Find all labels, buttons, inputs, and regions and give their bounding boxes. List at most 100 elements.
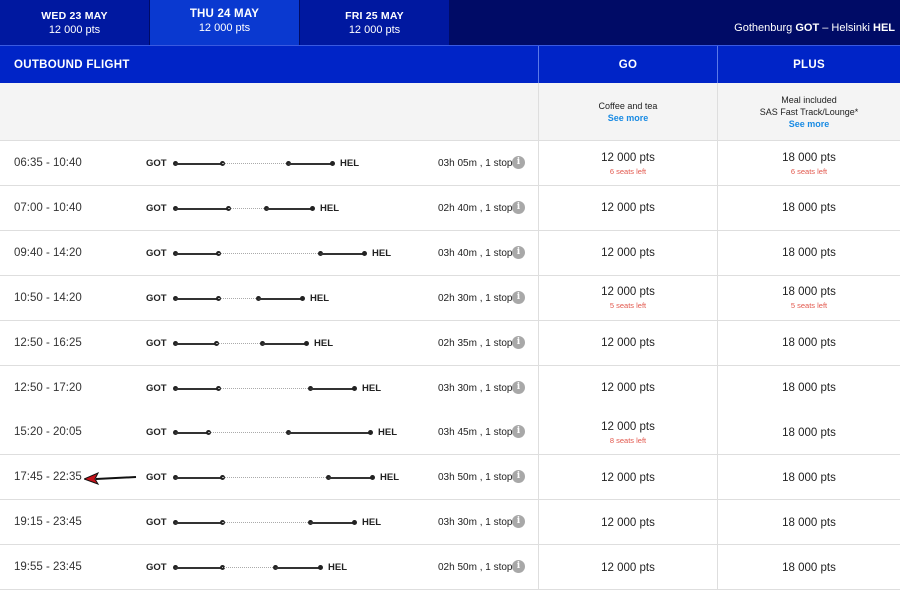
go-fare-heading: GO [618, 59, 638, 71]
origin-code: GOT [146, 158, 167, 169]
destination-code: HEL [314, 337, 333, 349]
plus-fare-cell[interactable]: 18 000 pts [718, 231, 900, 276]
flight-leg-2 [288, 432, 370, 435]
flight-time: 06:35 - 10:40 [14, 157, 82, 169]
flight-row[interactable]: 06:35 - 10:40 GOT HEL 03h 05m , 1 stop i… [0, 141, 900, 186]
layover-line [218, 297, 258, 299]
info-icon[interactable]: i [512, 470, 525, 484]
date-price: 12 000 pts [48, 24, 101, 36]
outbound-flight-heading: OUTBOUND FLIGHT [14, 59, 130, 71]
flight-leg-2 [310, 387, 354, 390]
destination-code: HEL [380, 472, 399, 484]
arrival-dot [370, 475, 375, 481]
origin-code: GOT [146, 517, 167, 529]
destination-code: HEL [340, 158, 359, 169]
layover-line [222, 567, 275, 569]
flight-leg-1 [175, 477, 222, 480]
plus-fare-cell[interactable]: 18 000 pts [718, 545, 900, 590]
header-divider [717, 46, 718, 84]
flight-time: 12:50 - 16:25 [14, 336, 82, 349]
flight-leg-2 [266, 207, 312, 210]
date-tab-thu[interactable]: THU 24 MAY 12 000 pts [150, 0, 299, 45]
plus-fare-cell[interactable]: 18 000 pts 6 seats left [718, 141, 900, 186]
go-price: 12 000 pts [601, 286, 655, 299]
arrival-dot [310, 205, 315, 211]
layover-line [222, 163, 288, 164]
origin-code: GOT [146, 247, 167, 259]
destination-code: HEL [310, 292, 329, 304]
flight-duration: 02h 35m , 1 stop [438, 337, 513, 349]
plus-fare-cell[interactable]: 18 000 pts [718, 321, 900, 366]
go-see-more-link[interactable]: See more [607, 113, 649, 123]
flight-duration: 02h 50m , 1 stop [438, 562, 513, 574]
flight-row[interactable]: 15:20 - 20:05 GOT HEL 03h 45m , 1 stop i… [0, 410, 900, 456]
origin-code: GOT [146, 382, 167, 394]
go-fare-cell[interactable]: 12 000 pts [539, 545, 717, 590]
flight-leg-2 [320, 252, 364, 255]
plus-price: 18 000 pts [782, 337, 836, 350]
date-tab-wed[interactable]: WED 23 MAY 12 000 pts [0, 0, 149, 45]
flight-row[interactable]: 17:45 - 22:35 GOT HEL 03h 50m , 1 stop i… [0, 455, 900, 501]
destination-code: HEL [362, 382, 381, 394]
info-icon[interactable]: i [512, 245, 525, 259]
flight-row[interactable]: 07:00 - 10:40 GOT HEL 02h 40m , 1 stop i… [0, 185, 900, 231]
plus-fare-cell[interactable]: 18 000 pts [718, 366, 900, 411]
info-icon[interactable]: i [512, 156, 525, 169]
go-fare-cell[interactable]: 12 000 pts [539, 321, 717, 366]
destination-code: HEL [378, 427, 397, 439]
origin-code: GOT [146, 472, 167, 484]
plus-fare-cell[interactable]: 18 000 pts [718, 186, 900, 231]
date-price: 12 000 pts [348, 24, 401, 36]
go-fare-cell[interactable]: 12 000 pts [539, 186, 717, 231]
flight-row[interactable]: 19:15 - 23:45 GOT HEL 03h 30m , 1 stop i… [0, 500, 900, 546]
flight-leg-2 [310, 522, 354, 525]
plus-fare-cell[interactable]: 18 000 pts [718, 455, 900, 500]
info-icon[interactable]: i [512, 425, 525, 439]
go-fare-cell[interactable]: 12 000 pts 5 seats left [539, 276, 717, 321]
go-seats-left: 8 seats left [609, 435, 647, 445]
arrival-dot [300, 295, 305, 301]
layover-line [222, 522, 310, 524]
date-tab-fri[interactable]: FRI 25 MAY 12 000 pts [300, 0, 449, 45]
flight-duration: 03h 45m , 1 stop [438, 427, 513, 439]
go-fare-cell[interactable]: 12 000 pts [539, 231, 717, 276]
flight-row[interactable]: 10:50 - 14:20 GOT HEL 02h 30m , 1 stop i… [0, 275, 900, 321]
go-price: 12 000 pts [601, 202, 655, 215]
plus-price: 18 000 pts [782, 516, 836, 529]
info-icon[interactable]: i [512, 290, 525, 304]
flight-leg-1 [175, 252, 218, 255]
pointer-arrow-icon [84, 472, 137, 485]
destination-code: HEL [320, 202, 339, 214]
info-icon[interactable]: i [512, 560, 525, 574]
plus-fare-cell[interactable]: 18 000 pts 5 seats left [718, 276, 900, 321]
date-price: 12 000 pts [198, 22, 251, 34]
plus-fare-cell[interactable]: 18 000 pts [718, 500, 900, 545]
go-fare-cell[interactable]: 12 000 pts [539, 455, 717, 500]
info-icon[interactable]: i [512, 335, 525, 349]
go-fare-cell[interactable]: 12 000 pts [539, 366, 717, 411]
go-fare-cell[interactable]: 12 000 pts [539, 500, 717, 545]
flight-row[interactable]: 12:50 - 16:25 GOT HEL 02h 35m , 1 stop i… [0, 320, 900, 366]
plus-see-more-link[interactable]: See more [788, 119, 830, 129]
flight-row[interactable]: 12:50 - 17:20 GOT HEL 03h 30m , 1 stop i… [0, 365, 900, 411]
plus-fare-heading: PLUS [793, 59, 825, 71]
plus-fare-cell[interactable]: 18 000 pts [718, 410, 900, 455]
info-icon[interactable]: i [512, 200, 525, 214]
info-icon[interactable]: i [512, 380, 525, 394]
go-fare-cell[interactable]: 12 000 pts 8 seats left [539, 410, 717, 455]
flight-duration: 03h 30m , 1 stop [438, 382, 513, 394]
flight-leg-2 [262, 342, 306, 345]
plus-seats-left: 5 seats left [790, 301, 828, 311]
flight-leg-1 [175, 207, 228, 210]
info-icon[interactable]: i [512, 515, 525, 529]
destination-code: HEL [328, 562, 347, 574]
date-label: THU 24 MAY [189, 8, 260, 20]
date-label: FRI 25 MAY [345, 10, 404, 22]
route-from-code: GOT [795, 22, 820, 34]
layover-line [222, 477, 328, 479]
flight-leg-2 [275, 567, 320, 570]
go-fare-cell[interactable]: 12 000 pts 6 seats left [539, 141, 717, 186]
flight-row[interactable]: 09:40 - 14:20 GOT HEL 03h 40m , 1 stop i… [0, 230, 900, 276]
flight-row[interactable]: 19:55 - 23:45 GOT HEL 02h 50m , 1 stop i… [0, 545, 900, 590]
flight-leg-1 [175, 432, 208, 435]
